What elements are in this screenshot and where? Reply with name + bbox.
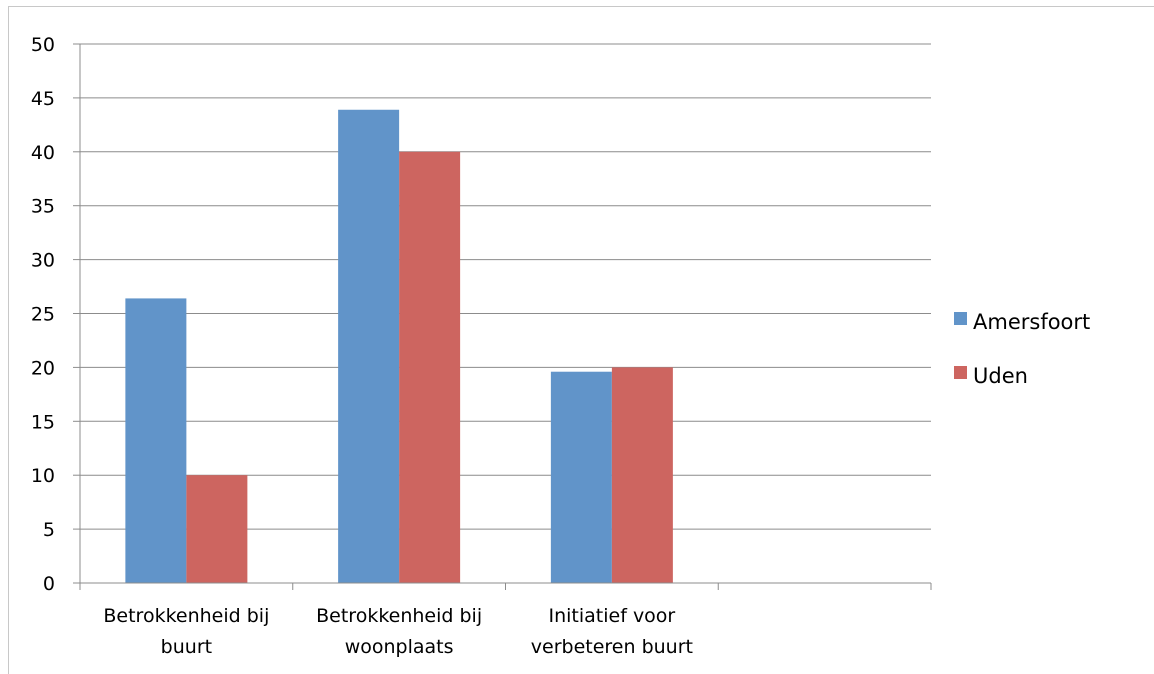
x-category-label-line: buurt: [161, 636, 212, 658]
x-category-label: Initiatief voor verbeteren buurt: [531, 605, 693, 658]
legend-swatch: [954, 312, 967, 325]
bar-amersfoort: [550, 371, 612, 583]
bar-uden: [611, 367, 673, 583]
y-tick-label: 15: [31, 411, 55, 433]
x-axis-category-labels: Betrokkenheid bij buurt Betrokkenheid bij w…: [103, 605, 693, 658]
bars: [125, 109, 673, 584]
y-tick-label: 25: [31, 304, 55, 326]
bar-amersfoort: [338, 109, 400, 584]
x-category-label: Betrokkenheid bij woonplaats: [316, 605, 482, 658]
y-tick-label: 0: [43, 573, 55, 595]
bar-uden: [186, 475, 248, 583]
legend-swatch: [954, 366, 967, 379]
y-tick-label: 20: [31, 357, 55, 379]
axes: [79, 44, 932, 590]
legend-label: Amersfoort: [973, 310, 1090, 334]
x-category-label: Betrokkenheid bij buurt: [103, 605, 269, 658]
y-tick-label: 40: [31, 142, 55, 164]
y-tick-label: 5: [43, 519, 55, 541]
y-axis-tick-labels: 0 5 10 15 20 25 30 35 40 45 50: [31, 34, 55, 595]
chart-frame: [8, 6, 1154, 674]
x-category-label-line: woonplaats: [345, 636, 454, 658]
y-tick-label: 35: [31, 196, 55, 218]
y-tick-label: 10: [31, 465, 55, 487]
gridlines: [73, 43, 931, 584]
y-tick-label: 50: [31, 34, 55, 56]
x-category-label-line: Betrokkenheid bij: [103, 605, 269, 627]
legend: Amersfoort Uden: [954, 310, 1090, 388]
x-category-label-line: verbeteren buurt: [531, 636, 693, 658]
bar-amersfoort: [125, 298, 187, 583]
y-tick-label: 45: [31, 88, 55, 110]
x-category-label-line: Initiatief voor: [549, 605, 676, 627]
bar-uden: [399, 151, 461, 584]
y-tick-label: 30: [31, 250, 55, 272]
legend-label: Uden: [973, 364, 1028, 388]
x-category-label-line: Betrokkenheid bij: [316, 605, 482, 627]
